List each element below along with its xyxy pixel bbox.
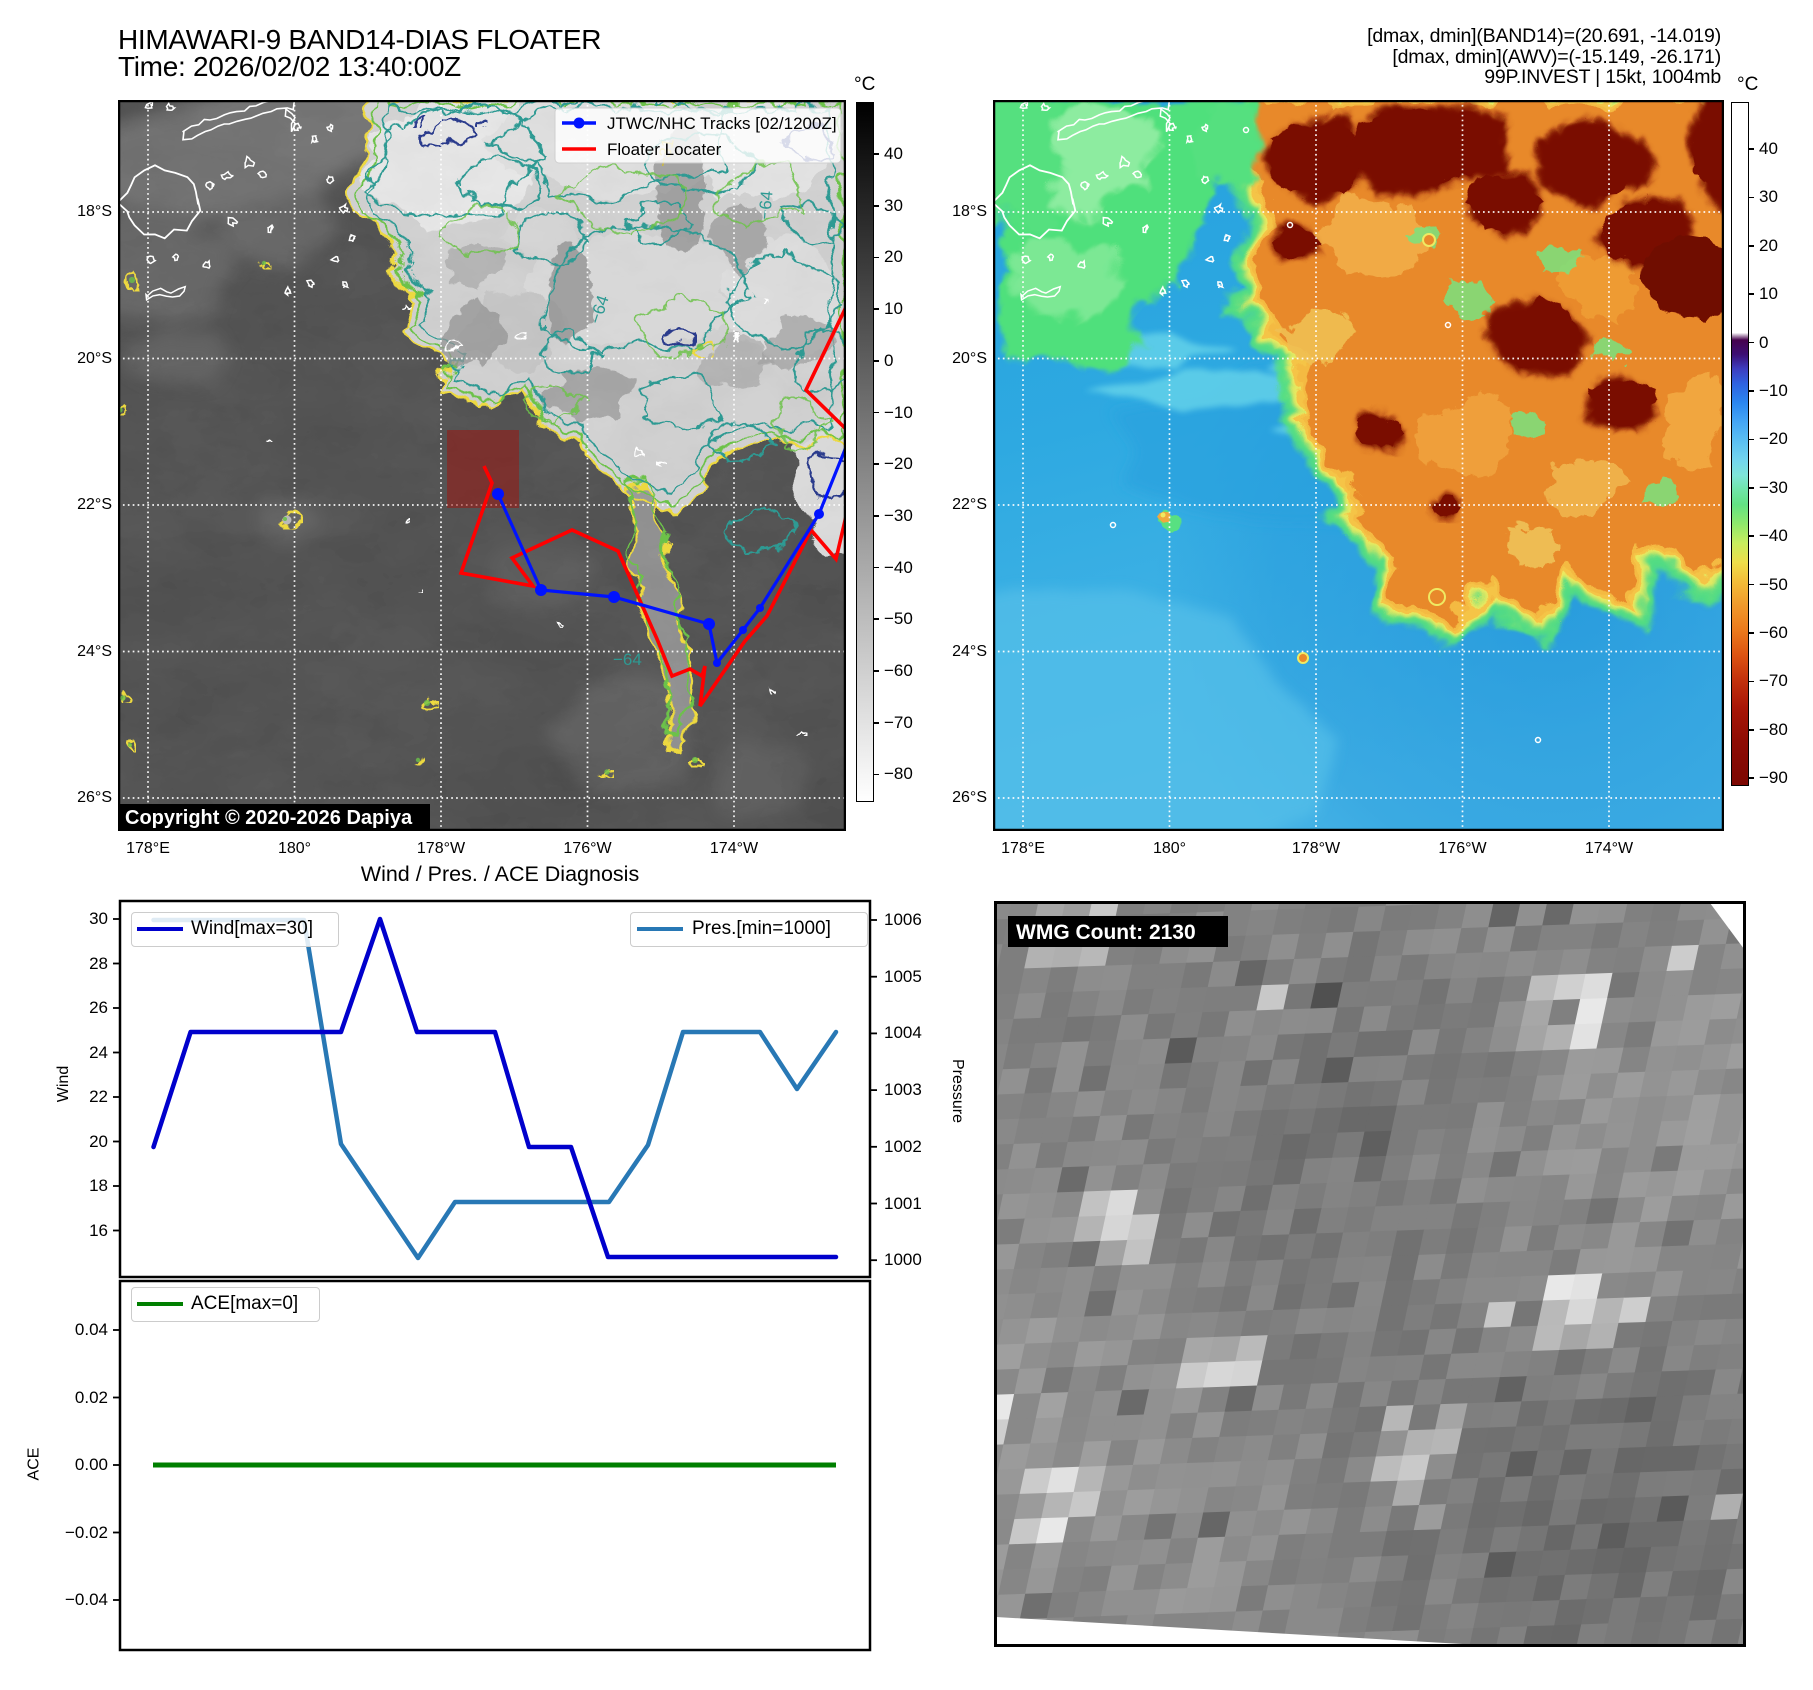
- svg-text:Floater Locater: Floater Locater: [607, 140, 722, 159]
- svg-text:−64: −64: [613, 650, 642, 669]
- svg-text:WMG Count: 2130: WMG Count: 2130: [1016, 921, 1196, 944]
- svg-text:Copyright © 2020-2026 Dapiya: Copyright © 2020-2026 Dapiya: [125, 807, 413, 829]
- svg-text:JTWC/NHC Tracks [02/1200Z]: JTWC/NHC Tracks [02/1200Z]: [607, 114, 837, 133]
- svg-text:−64: −64: [755, 190, 776, 220]
